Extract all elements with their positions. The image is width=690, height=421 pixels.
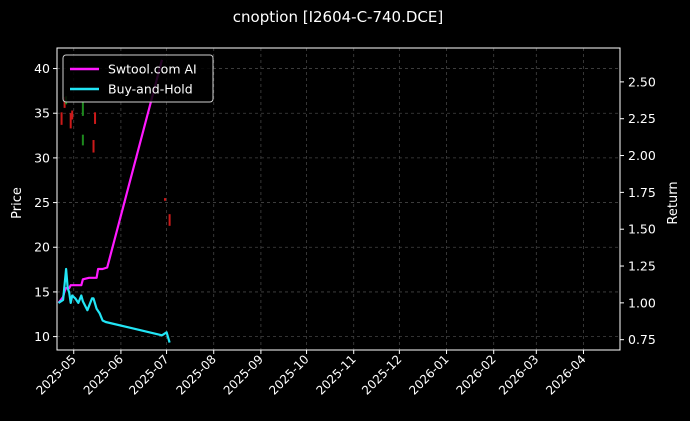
candle	[60, 112, 63, 125]
candle	[168, 214, 171, 226]
y-right-tick-label: 1.25	[628, 259, 656, 274]
y-right-tick-label: 1.00	[628, 295, 656, 310]
y-axis-left: 10 15 20 25 30 35 40	[34, 61, 57, 344]
candle	[69, 113, 72, 129]
y-left-tick-label: 10	[34, 329, 50, 344]
candle	[71, 110, 74, 120]
plot-frame	[56, 47, 621, 351]
y-left-tick-label: 30	[34, 150, 50, 165]
legend: Swtool.com AI Buy-and-Hold	[62, 54, 214, 103]
y-axis-right-label: Return	[666, 181, 681, 224]
series-lines	[57, 59, 171, 343]
candle	[63, 97, 66, 108]
y-right-tick-label: 1.50	[628, 222, 656, 237]
series-line-0	[57, 59, 164, 304]
candle	[81, 134, 84, 146]
y-left-tick-label: 35	[34, 106, 50, 121]
y-right-tick-label: 2.25	[628, 111, 656, 126]
candle	[92, 140, 95, 153]
y-axis-left-label: Price	[10, 187, 25, 219]
legend-box	[62, 54, 214, 103]
legend-label-1: Buy-and-Hold	[108, 82, 193, 97]
y-axis-right: 0.75 1.00 1.25 1.50 1.75 2.00 2.25 2.50	[620, 74, 656, 347]
y-right-tick-label: 2.50	[628, 74, 656, 89]
chart-title: cnoption [I2604-C-740.DCE]	[233, 8, 443, 26]
candle	[164, 198, 167, 201]
y-left-tick-label: 15	[34, 284, 50, 299]
y-left-tick-label: 25	[34, 195, 50, 210]
y-left-tick-label: 20	[34, 240, 50, 255]
series-line-1	[57, 267, 171, 343]
y-right-tick-label: 1.75	[628, 185, 656, 200]
candles	[60, 96, 171, 226]
y-left-tick-label: 40	[34, 61, 50, 76]
legend-label-0: Swtool.com AI	[108, 62, 197, 77]
candle	[94, 112, 97, 124]
y-right-tick-label: 2.00	[628, 148, 656, 163]
candle	[81, 102, 84, 116]
y-right-tick-label: 0.75	[628, 332, 656, 347]
